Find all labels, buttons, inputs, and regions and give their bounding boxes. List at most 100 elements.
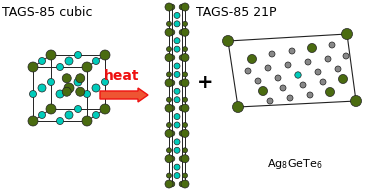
- Circle shape: [76, 87, 85, 96]
- Circle shape: [169, 156, 175, 162]
- Circle shape: [179, 131, 185, 136]
- Circle shape: [305, 59, 311, 65]
- Circle shape: [74, 105, 82, 112]
- Circle shape: [179, 29, 185, 35]
- Circle shape: [165, 28, 173, 36]
- Circle shape: [335, 66, 341, 72]
- Circle shape: [245, 68, 251, 74]
- Circle shape: [165, 180, 173, 188]
- Circle shape: [181, 53, 189, 62]
- Circle shape: [169, 55, 175, 60]
- Circle shape: [174, 63, 180, 69]
- Circle shape: [179, 181, 185, 187]
- Circle shape: [307, 92, 313, 98]
- Circle shape: [275, 75, 281, 81]
- Circle shape: [174, 71, 180, 77]
- Circle shape: [84, 91, 90, 98]
- Circle shape: [169, 181, 175, 187]
- Circle shape: [38, 84, 46, 92]
- Circle shape: [315, 69, 321, 75]
- Circle shape: [259, 87, 268, 95]
- Circle shape: [179, 80, 185, 86]
- Circle shape: [93, 57, 99, 64]
- Circle shape: [174, 122, 180, 128]
- Text: Ag$_8$GeTe$_6$: Ag$_8$GeTe$_6$: [267, 157, 323, 171]
- Circle shape: [166, 148, 172, 153]
- Circle shape: [183, 47, 187, 52]
- Circle shape: [100, 50, 110, 60]
- Circle shape: [285, 62, 291, 68]
- Text: heat: heat: [104, 69, 140, 83]
- Circle shape: [343, 53, 349, 59]
- Circle shape: [62, 87, 71, 96]
- Circle shape: [255, 78, 261, 84]
- Circle shape: [223, 36, 234, 46]
- Circle shape: [169, 105, 175, 111]
- Circle shape: [82, 116, 92, 126]
- Circle shape: [320, 79, 326, 85]
- Circle shape: [232, 101, 243, 112]
- Circle shape: [39, 57, 45, 64]
- FancyArrow shape: [100, 88, 148, 102]
- Circle shape: [183, 173, 187, 178]
- Circle shape: [179, 156, 185, 162]
- Circle shape: [325, 88, 335, 97]
- Circle shape: [181, 79, 189, 87]
- Circle shape: [166, 97, 172, 102]
- Circle shape: [62, 74, 71, 83]
- Circle shape: [350, 95, 361, 106]
- Circle shape: [267, 98, 273, 104]
- Circle shape: [165, 3, 173, 11]
- Circle shape: [165, 104, 173, 112]
- Circle shape: [181, 129, 189, 137]
- Circle shape: [65, 111, 73, 119]
- Circle shape: [183, 72, 187, 77]
- Circle shape: [181, 28, 189, 36]
- Text: TAGS-85 cubic: TAGS-85 cubic: [2, 6, 93, 19]
- Circle shape: [280, 85, 286, 91]
- Circle shape: [56, 90, 64, 98]
- Circle shape: [102, 78, 108, 85]
- Circle shape: [169, 80, 175, 86]
- Circle shape: [166, 173, 172, 178]
- Circle shape: [183, 148, 187, 153]
- Circle shape: [174, 38, 180, 44]
- Circle shape: [289, 48, 295, 54]
- Circle shape: [46, 104, 56, 114]
- Circle shape: [28, 116, 38, 126]
- Circle shape: [166, 47, 172, 52]
- Circle shape: [341, 29, 353, 40]
- Text: TAGS-85 21P: TAGS-85 21P: [196, 6, 276, 19]
- Circle shape: [265, 65, 271, 71]
- Circle shape: [325, 56, 331, 62]
- Circle shape: [183, 21, 187, 26]
- Circle shape: [181, 104, 189, 112]
- Circle shape: [183, 122, 187, 128]
- Circle shape: [166, 21, 172, 26]
- Circle shape: [183, 97, 187, 102]
- Circle shape: [174, 173, 180, 179]
- Circle shape: [76, 74, 85, 83]
- Circle shape: [165, 129, 173, 137]
- Circle shape: [181, 180, 189, 188]
- Circle shape: [174, 97, 180, 103]
- Circle shape: [179, 55, 185, 60]
- Circle shape: [165, 79, 173, 87]
- Circle shape: [174, 139, 180, 145]
- Circle shape: [169, 4, 175, 10]
- Circle shape: [174, 46, 180, 52]
- Circle shape: [307, 43, 316, 53]
- Circle shape: [179, 4, 185, 10]
- Circle shape: [166, 72, 172, 77]
- Circle shape: [165, 155, 173, 163]
- Circle shape: [48, 78, 54, 85]
- Circle shape: [100, 104, 110, 114]
- Circle shape: [174, 21, 180, 27]
- Circle shape: [56, 118, 64, 125]
- Circle shape: [65, 57, 73, 65]
- Circle shape: [64, 83, 74, 93]
- Circle shape: [174, 147, 180, 153]
- Circle shape: [287, 95, 293, 101]
- Circle shape: [74, 51, 82, 59]
- Circle shape: [181, 155, 189, 163]
